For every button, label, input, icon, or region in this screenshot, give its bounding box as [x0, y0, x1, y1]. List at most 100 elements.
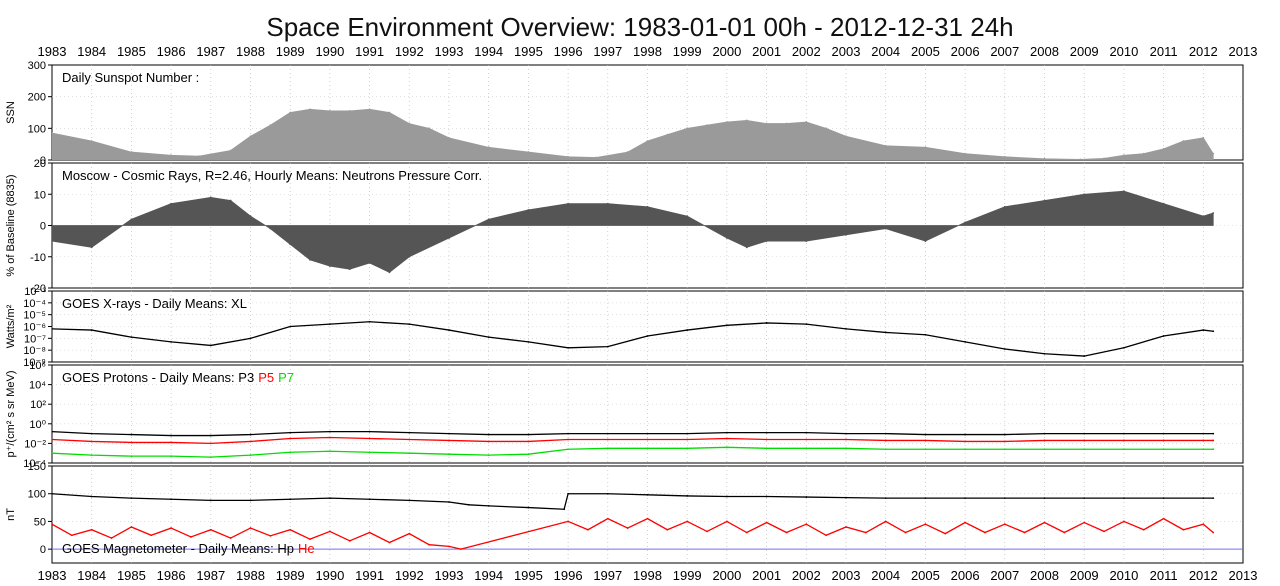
data-point-p7	[487, 454, 490, 457]
data-point-cosmic	[924, 240, 927, 243]
data-point-cosmic	[1003, 205, 1006, 208]
data-point-p7	[924, 448, 927, 451]
data-point-hp	[686, 495, 689, 497]
data-point-ssn	[1003, 155, 1006, 158]
data-point-hp	[289, 498, 292, 501]
x-tick-label-top: 1990	[315, 44, 344, 59]
data-point-he	[1063, 531, 1066, 534]
x-tick-label-bottom: 1995	[514, 568, 543, 583]
data-point-p3	[765, 431, 768, 434]
y-axis-label: % of Baseline (8835)	[5, 174, 17, 276]
data-point-he	[884, 520, 887, 523]
data-point-he	[1212, 531, 1215, 534]
x-tick-label-bottom: 2012	[1189, 568, 1218, 583]
data-point-p7	[527, 453, 530, 456]
x-tick-label-bottom: 1985	[117, 568, 146, 583]
panel-grid	[52, 65, 1243, 160]
y-tick-label: 300	[28, 60, 46, 72]
data-point-ssn	[567, 155, 569, 158]
x-tick-label-bottom: 2001	[752, 568, 781, 583]
x-tick-label-top: 1998	[633, 44, 662, 59]
data-point-p7	[368, 451, 371, 454]
data-point-cosmic	[170, 202, 173, 205]
data-point-p7	[249, 454, 252, 457]
data-point-ssn	[487, 146, 490, 149]
data-point-ssn	[1202, 136, 1205, 139]
data-point-ssn	[269, 124, 272, 127]
data-point-p5	[448, 439, 450, 442]
data-point-ssn	[1079, 158, 1082, 160]
data-point-hp	[765, 495, 768, 498]
data-point-hp	[487, 505, 490, 507]
data-point-ssn	[289, 111, 292, 114]
data-point-ssn	[626, 151, 629, 153]
panel-series	[52, 108, 1215, 160]
y-tick-label: 0	[40, 155, 46, 167]
data-point-p3	[964, 433, 966, 436]
data-point-p5	[845, 438, 847, 441]
x-tick-label-top: 2007	[990, 44, 1019, 59]
y-tick-label: 10²	[30, 399, 46, 411]
data-point-he	[984, 531, 986, 534]
x-tick-label-top: 1984	[77, 44, 106, 59]
data-point-p3	[1123, 432, 1125, 435]
data-point-p3	[646, 432, 649, 435]
data-point-p5	[567, 438, 569, 441]
data-point-p5	[90, 440, 93, 443]
data-point-p5	[209, 442, 212, 445]
legend-label-p7: P7	[278, 370, 294, 385]
data-point-ssn	[309, 108, 311, 111]
x-tick-label-bottom: 2000	[712, 568, 741, 583]
data-point-cosmic	[1212, 212, 1215, 214]
data-point-he	[1202, 523, 1205, 526]
data-point-p7	[567, 448, 569, 451]
data-point-p3	[408, 431, 411, 434]
data-point-p3	[1083, 432, 1086, 435]
x-tick-label-top: 1993	[435, 44, 464, 59]
x-tick-label-bottom: 2004	[871, 568, 900, 583]
data-point-p7	[646, 447, 649, 450]
data-point-xl	[527, 340, 530, 343]
panel-series	[52, 430, 1215, 459]
data-point-xl	[130, 336, 133, 339]
y-tick-label: 100	[28, 123, 46, 135]
x-tick-label-top: 1999	[673, 44, 702, 59]
data-point-ssn	[170, 154, 173, 157]
panel-grid	[52, 365, 1243, 463]
data-point-xl	[567, 346, 569, 349]
y-tick-label: -20	[30, 283, 46, 295]
data-point-cosmic	[527, 208, 530, 211]
data-point-he	[289, 528, 292, 531]
data-point-p3	[329, 430, 331, 433]
data-point-hp	[170, 498, 173, 501]
data-point-p3	[924, 433, 927, 436]
data-point-p7	[408, 452, 411, 455]
x-tick-label-bottom: 1987	[196, 568, 225, 583]
data-point-hp	[209, 499, 212, 502]
data-point-he	[765, 521, 768, 524]
data-point-p3	[90, 432, 93, 435]
data-point-hp	[1202, 497, 1205, 500]
data-point-xl	[646, 335, 649, 337]
data-point-ssn	[527, 151, 530, 153]
data-point-he	[904, 531, 907, 534]
data-point-cosmic	[805, 240, 808, 243]
x-tick-label-bottom: 2008	[1030, 568, 1059, 583]
data-point-cosmic	[606, 202, 609, 205]
data-point-he	[626, 527, 629, 529]
series-line-he	[52, 517, 1214, 550]
data-point-he	[329, 530, 331, 533]
data-point-p3	[845, 432, 847, 435]
y-tick-label: 10⁶	[29, 360, 46, 372]
x-tick-label-bottom: 2005	[911, 568, 940, 583]
data-point-p5	[527, 440, 530, 443]
data-point-p7	[726, 446, 728, 449]
data-point-he	[567, 520, 569, 523]
x-tick-label-top: 2009	[1070, 44, 1099, 59]
data-point-xl	[1212, 330, 1215, 333]
data-point-p7	[1162, 448, 1165, 451]
data-point-ssn	[785, 122, 788, 125]
y-tick-label: 10⁻⁸	[23, 345, 46, 357]
x-tick-label-top: 1996	[554, 44, 583, 59]
data-point-ssn	[745, 119, 748, 122]
